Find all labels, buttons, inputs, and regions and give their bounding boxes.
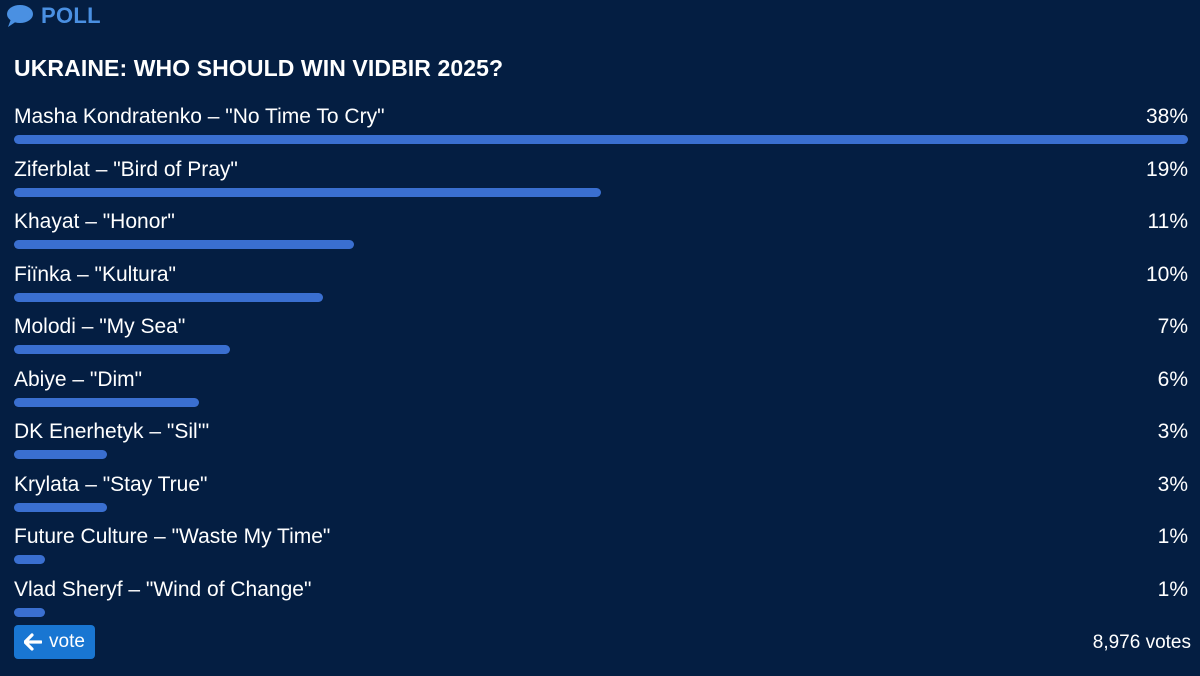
option-percent: 3% bbox=[1157, 420, 1188, 443]
option-label: Future Culture – "Waste My Time" bbox=[14, 525, 331, 548]
arrow-left-icon bbox=[24, 633, 43, 651]
option-bar bbox=[14, 240, 354, 249]
option-bar bbox=[14, 135, 1188, 144]
vote-button[interactable]: vote bbox=[14, 625, 95, 659]
poll-header-label: POLL bbox=[41, 3, 101, 28]
poll-option[interactable]: Ziferblat – "Bird of Pray" 19% bbox=[14, 156, 1188, 209]
option-bar bbox=[14, 555, 45, 564]
option-bar bbox=[14, 502, 107, 512]
option-label: Fiїnka – "Kultura" bbox=[14, 262, 176, 286]
poll-option[interactable]: Khayat – "Honor" 11% bbox=[14, 208, 1188, 261]
option-percent: 1% bbox=[1157, 577, 1188, 601]
option-label: Ziferblat – "Bird of Pray" bbox=[14, 157, 238, 181]
poll-option[interactable]: Molodi – "My Sea" 7% bbox=[14, 313, 1188, 366]
option-percent: 1% bbox=[1157, 525, 1188, 548]
option-percent: 6% bbox=[1157, 367, 1188, 391]
option-label: Vlad Sheryf – "Wind of Change" bbox=[14, 577, 312, 601]
option-label: DK Enerhetyk – "Sil'" bbox=[14, 420, 210, 443]
poll-header: POLL bbox=[6, 2, 101, 30]
poll-option[interactable]: Vlad Sheryf – "Wind of Change" 1% bbox=[14, 576, 1188, 629]
option-bar bbox=[14, 607, 45, 617]
option-bar bbox=[14, 397, 200, 407]
option-label: Molodi – "My Sea" bbox=[14, 315, 186, 338]
option-label: Khayat – "Honor" bbox=[14, 210, 175, 233]
option-bar bbox=[14, 187, 601, 197]
poll-option[interactable]: Masha Kondratenko – "No Time To Cry" 38% bbox=[14, 103, 1188, 156]
poll-option[interactable]: Krylata – "Stay True" 3% bbox=[14, 471, 1188, 524]
poll-question: UKRAINE: WHO SHOULD WIN VIDBIR 2025? bbox=[14, 55, 504, 81]
option-label: Abiye – "Dim" bbox=[14, 367, 143, 391]
poll-options: Masha Kondratenko – "No Time To Cry" 38% Z… bbox=[14, 103, 1188, 628]
option-percent: 11% bbox=[1147, 210, 1188, 233]
poll-option[interactable]: DK Enerhetyk – "Sil'" 3% bbox=[14, 418, 1188, 471]
option-label: Masha Kondratenko – "No Time To Cry" bbox=[14, 105, 385, 128]
speech-bubble-icon bbox=[6, 4, 34, 28]
poll-option[interactable]: Future Culture – "Waste My Time" 1% bbox=[14, 523, 1188, 576]
option-bar bbox=[14, 292, 323, 302]
option-percent: 10% bbox=[1145, 262, 1188, 286]
poll-option[interactable]: Abiye – "Dim" 6% bbox=[14, 366, 1188, 419]
vote-count: 8,976 votes bbox=[1092, 632, 1191, 653]
option-percent: 38% bbox=[1145, 105, 1188, 128]
vote-button-label: vote bbox=[49, 631, 85, 652]
option-percent: 7% bbox=[1157, 315, 1188, 338]
option-bar bbox=[14, 450, 107, 459]
option-label: Krylata – "Stay True" bbox=[14, 472, 208, 496]
poll-option[interactable]: Fiїnka – "Kultura" 10% bbox=[14, 261, 1188, 314]
option-percent: 19% bbox=[1145, 157, 1188, 181]
option-bar bbox=[14, 345, 231, 354]
option-percent: 3% bbox=[1157, 472, 1188, 496]
